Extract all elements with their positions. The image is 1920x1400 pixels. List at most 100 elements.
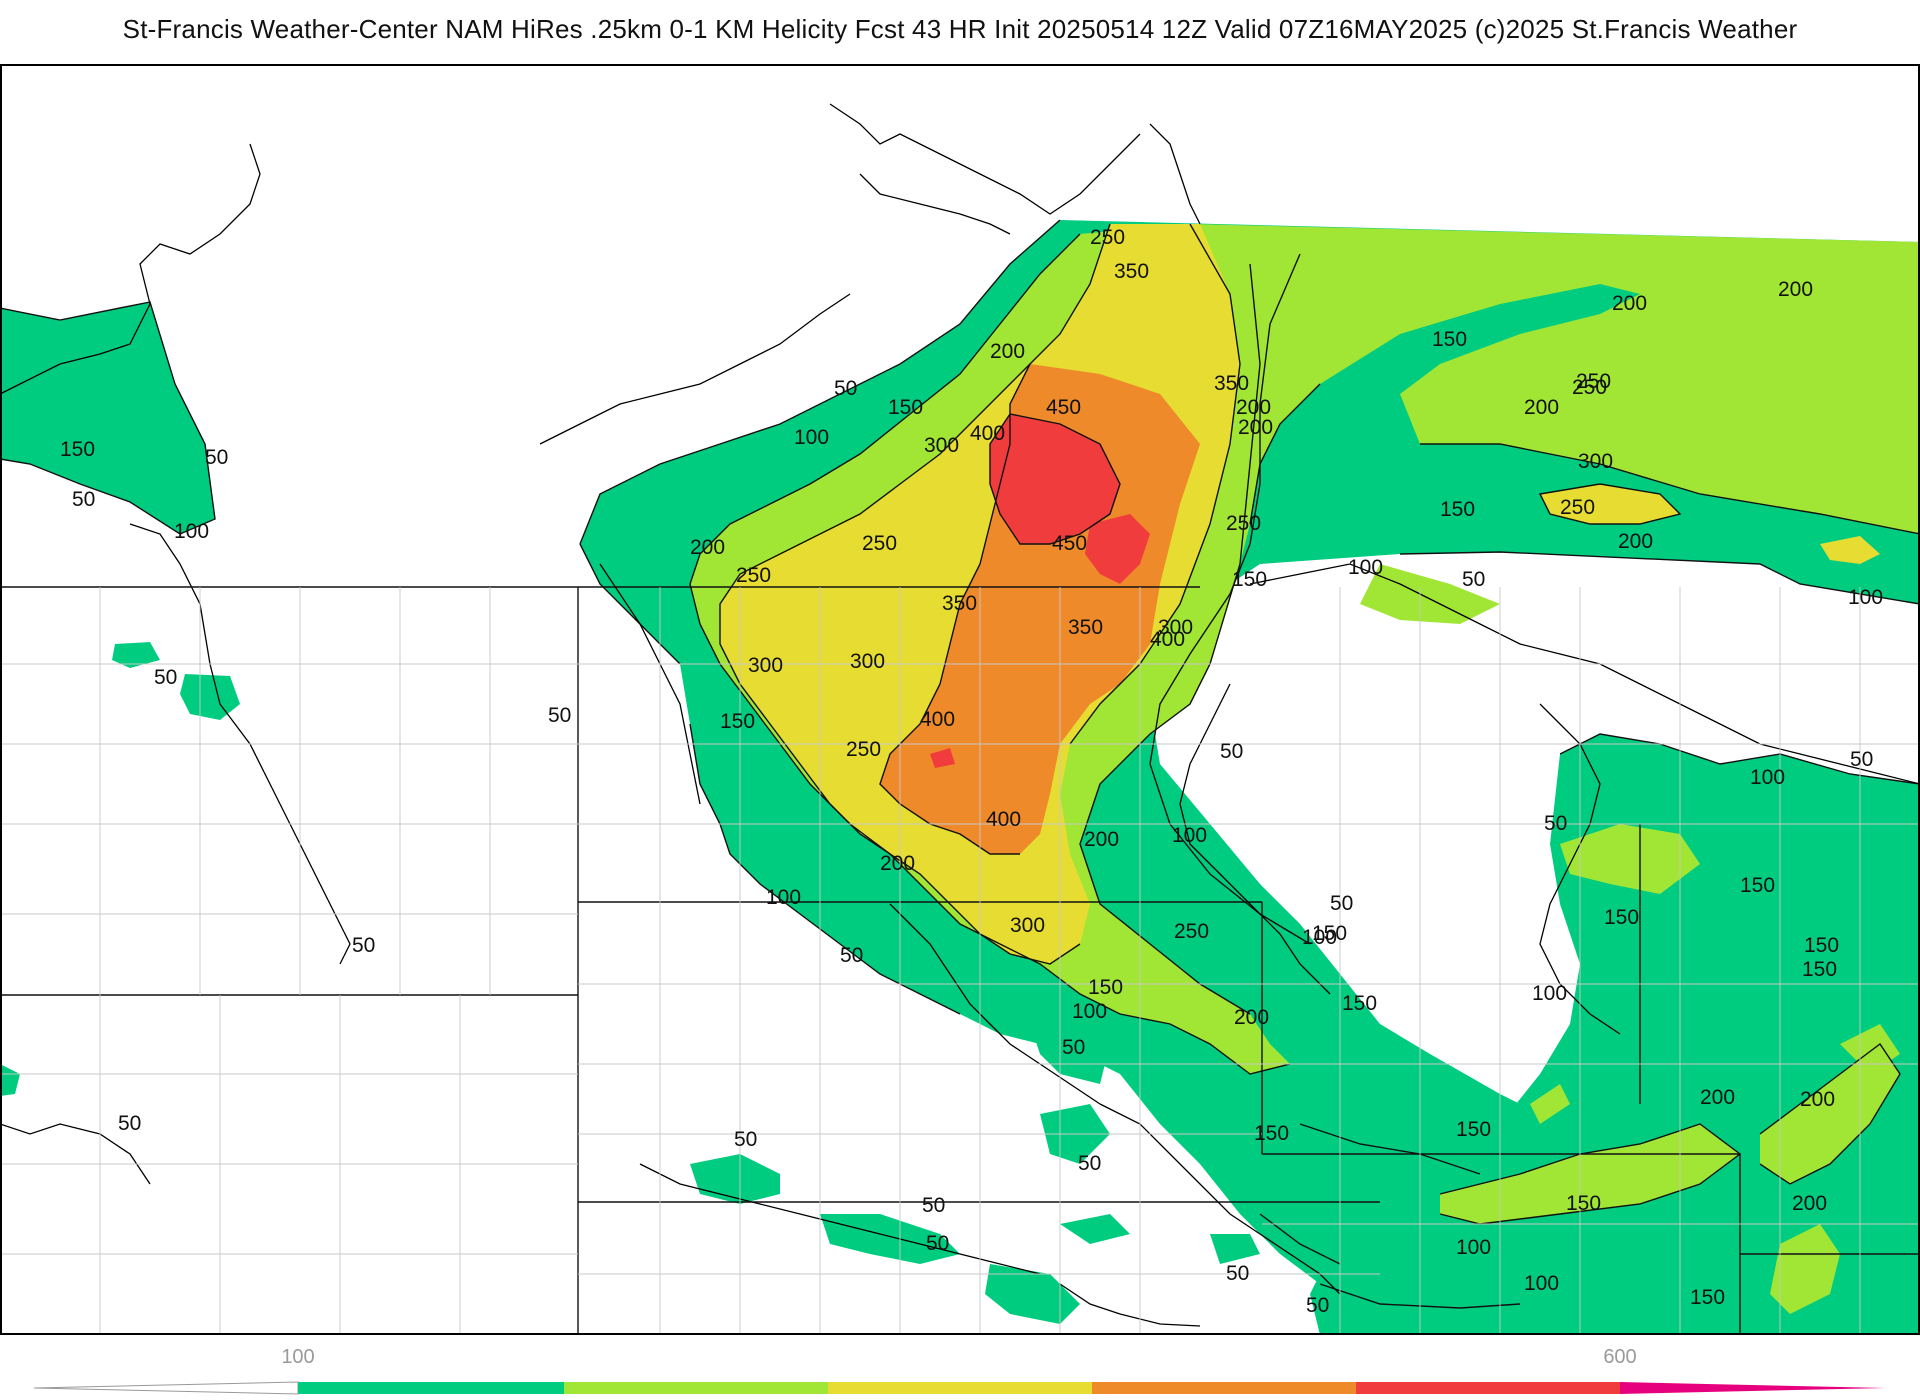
contour-label: 400 xyxy=(1150,628,1185,651)
contour-label: 250 xyxy=(1090,226,1125,249)
contour-label: 50 xyxy=(205,446,228,469)
contour-label: 50 xyxy=(1850,748,1873,771)
contour-label: 150 xyxy=(1232,568,1267,591)
contour-label: 350 xyxy=(1114,260,1149,283)
contour-label: 150 xyxy=(1432,328,1467,351)
contour-label: 400 xyxy=(986,808,1021,831)
contour-labels: 50 50 50 50 50 50 50 50 50 50 50 50 50 5… xyxy=(60,226,1883,1317)
contour-label: 100 xyxy=(1348,556,1383,579)
contour-label: 50 xyxy=(1330,892,1353,915)
contour-label: 200 xyxy=(1238,416,1273,439)
contour-label: 100 xyxy=(1750,766,1785,789)
contour-label: 50 xyxy=(1226,1262,1249,1285)
contour-label: 150 xyxy=(60,438,95,461)
contour-label: 100 xyxy=(1532,982,1567,1005)
contour-label: 300 xyxy=(924,434,959,457)
map-frame xyxy=(0,64,1920,1335)
contour-label: 50 xyxy=(548,704,571,727)
contour-label: 200 xyxy=(1700,1086,1735,1109)
contour-label: 200 xyxy=(1618,530,1653,553)
colorbar: 100 600 xyxy=(33,1346,1886,1395)
contour-label: 250 xyxy=(1560,496,1595,519)
colorbar-low-segment xyxy=(33,1381,299,1395)
contour-label: 350 xyxy=(1214,372,1249,395)
contour-label: 300 xyxy=(1010,914,1045,937)
contour-label: 250 xyxy=(1572,376,1607,399)
contour-label: 50 xyxy=(72,488,95,511)
contour-label: 250 xyxy=(862,532,897,555)
contour-label: 50 xyxy=(734,1128,757,1151)
contour-label: 200 xyxy=(1234,1006,1269,1029)
contour-label: 150 xyxy=(1566,1192,1601,1215)
contour-label: 150 xyxy=(888,396,923,419)
contour-label: 150 xyxy=(1254,1122,1289,1145)
colorbar-tick-label: 600 xyxy=(1603,1346,1636,1368)
contour-label: 150 xyxy=(1804,934,1839,957)
contour-label: 250 xyxy=(1576,370,1611,393)
contour-label: 200 xyxy=(1792,1192,1827,1215)
contour-label: 300 xyxy=(748,654,783,677)
contour-label: 50 xyxy=(1544,812,1567,835)
county-borders xyxy=(0,587,1920,1335)
contour-label: 250 xyxy=(1226,512,1261,535)
contour-label: 450 xyxy=(1052,532,1087,555)
contour-label: 300 xyxy=(1158,616,1193,639)
contour-label: 100 xyxy=(794,426,829,449)
contour-label: 100 xyxy=(1302,926,1337,949)
colorbar-segment-100 xyxy=(298,1382,564,1394)
contour-label: 200 xyxy=(880,852,915,875)
contour-label: 150 xyxy=(1802,958,1837,981)
contour-label: 150 xyxy=(1690,1286,1725,1309)
contour-label: 250 xyxy=(1174,920,1209,943)
contour-label: 100 xyxy=(1456,1236,1491,1259)
contour-label: 50 xyxy=(834,377,857,400)
contour-label: 100 xyxy=(1072,1000,1107,1023)
contour-label: 50 xyxy=(840,944,863,967)
colorbar-segment-200 xyxy=(564,1382,828,1394)
contour-label: 300 xyxy=(1578,450,1613,473)
contour-label: 400 xyxy=(970,422,1005,445)
contour-label: 200 xyxy=(1236,396,1271,419)
contour-label: 100 xyxy=(1524,1272,1559,1295)
contour-label: 150 xyxy=(1740,874,1775,897)
contour-label: 350 xyxy=(942,592,977,615)
contour-label: 250 xyxy=(736,564,771,587)
contour-label: 200 xyxy=(1084,828,1119,851)
contour-label: 150 xyxy=(720,710,755,733)
contour-label: 50 xyxy=(118,1112,141,1135)
contour-label: 250 xyxy=(846,738,881,761)
contour-label: 200 xyxy=(1778,278,1813,301)
contour-label: 200 xyxy=(1612,292,1647,315)
contour-label: 50 xyxy=(154,666,177,689)
contour-label: 150 xyxy=(1440,498,1475,521)
contour-label: 100 xyxy=(174,520,209,543)
contour-label: 50 xyxy=(352,934,375,957)
contour-label: 50 xyxy=(1462,568,1485,591)
contour-label: 350 xyxy=(1068,616,1103,639)
contour-label: 100 xyxy=(1848,586,1883,609)
helicity-map: 50 50 50 50 50 50 50 50 50 50 50 50 50 5… xyxy=(0,64,1920,1335)
contour-label: 100 xyxy=(1172,824,1207,847)
contour-label: 150 xyxy=(1312,922,1347,945)
contour-label: 50 xyxy=(1078,1152,1101,1175)
helicity-fill-500 xyxy=(930,414,1150,768)
contour-label: 50 xyxy=(1306,1294,1329,1317)
colorbar-high-segment xyxy=(1620,1382,1886,1394)
contour-label: 150 xyxy=(1342,992,1377,1015)
contour-label: 200 xyxy=(990,340,1025,363)
contour-label: 200 xyxy=(1524,396,1559,419)
contour-label: 200 xyxy=(690,536,725,559)
contour-label: 150 xyxy=(1456,1118,1491,1141)
colorbar-segment-300 xyxy=(828,1382,1092,1394)
contour-label: 150 xyxy=(1088,976,1123,999)
map-title: St-Francis Weather-Center NAM HiRes .25k… xyxy=(122,14,1798,44)
contour-label: 100 xyxy=(766,886,801,909)
contour-label: 50 xyxy=(922,1194,945,1217)
contour-label: 50 xyxy=(1220,740,1243,763)
contour-label: 300 xyxy=(850,650,885,673)
helicity-fill-400 xyxy=(880,364,1200,854)
contour-label: 450 xyxy=(1046,396,1081,419)
contour-label: 150 xyxy=(1604,906,1639,929)
contour-label: 400 xyxy=(920,708,955,731)
colorbar-tick-label: 100 xyxy=(281,1346,314,1368)
